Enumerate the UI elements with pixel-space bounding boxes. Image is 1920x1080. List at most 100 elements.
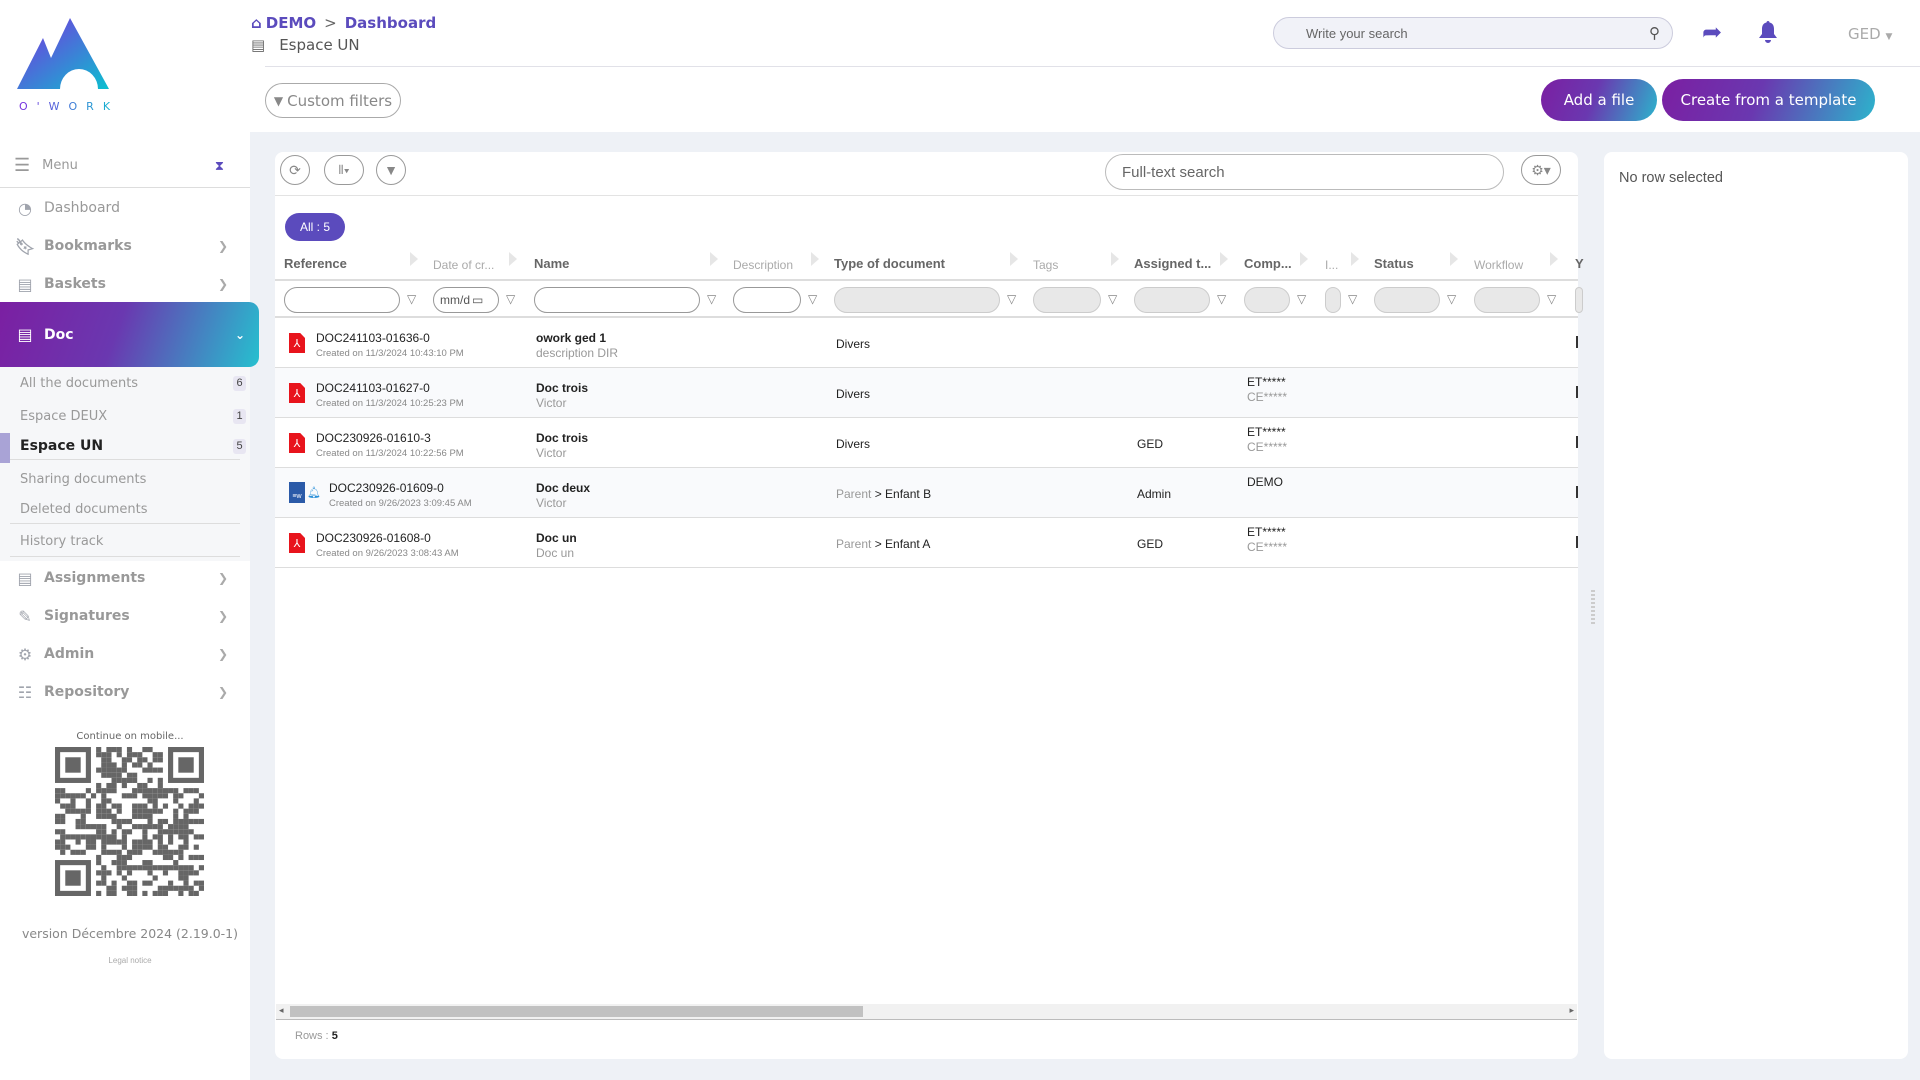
column-resize-handle[interactable] — [710, 252, 718, 266]
calendar-icon[interactable]: ▭ — [472, 293, 484, 307]
share-icon[interactable]: ➦ — [1702, 19, 1723, 46]
assigned-to: GED — [1137, 437, 1164, 451]
filter-icon[interactable]: ▽ — [1348, 292, 1358, 306]
column-resize-handle[interactable] — [1550, 252, 1558, 266]
global-search-input[interactable]: Write your search ⚲ — [1273, 17, 1673, 49]
sidebar-item-doc[interactable]: ▤ Doc ⌄ — [0, 302, 259, 367]
column-header-type-of-document[interactable]: Type of document — [834, 256, 945, 271]
filter-icon[interactable]: ▽ — [407, 292, 417, 306]
legal-notice-link[interactable]: Legal notice — [108, 956, 152, 965]
column-resize-handle[interactable] — [1450, 252, 1458, 266]
filter-icon[interactable]: ▽ — [707, 292, 717, 306]
filter-input-y[interactable] — [1575, 287, 1583, 313]
home-icon[interactable]: ⌂ — [251, 14, 262, 32]
column-header-reference[interactable]: Reference — [284, 256, 347, 271]
column-resize-handle[interactable] — [509, 252, 517, 266]
sidebar-subitem-sharing[interactable]: Sharing documents — [20, 472, 147, 487]
table-row[interactable]: ≡w 🔔︎ DOC230926-01609-0 Created on 9/26/2… — [275, 468, 1578, 518]
column-resize-handle[interactable] — [811, 252, 819, 266]
scrollbar-thumb[interactable] — [290, 1006, 863, 1017]
oworks-logo[interactable]: O'WORK — [15, 16, 127, 112]
custom-filters-button[interactable]: ▼ Custom filters — [265, 83, 401, 118]
filter-input-type-of-document[interactable] — [834, 287, 1000, 313]
sidebar-subitem-espace-deux[interactable]: Espace DEUX — [20, 409, 108, 424]
column-header-status[interactable]: Status — [1374, 256, 1414, 271]
detail-panel: No row selected — [1604, 152, 1908, 1059]
app-selector[interactable]: GED ▼ — [1848, 25, 1892, 43]
all-count-pill[interactable]: All : 5 — [285, 213, 345, 241]
filter-input-reference[interactable] — [284, 287, 400, 313]
filter-icon[interactable]: ▽ — [1217, 292, 1227, 306]
filter-input-status[interactable] — [1374, 287, 1440, 313]
filter-input-company[interactable] — [1244, 287, 1290, 313]
filter-input-i[interactable] — [1325, 287, 1341, 313]
filter-input-tags[interactable] — [1033, 287, 1101, 313]
column-resize-handle[interactable] — [1220, 252, 1228, 266]
filter-icon[interactable]: ▽ — [1447, 292, 1457, 306]
column-header-tags[interactable]: Tags — [1033, 258, 1059, 272]
filter-input-description[interactable] — [733, 287, 801, 313]
filter-button[interactable]: ▼ — [376, 155, 406, 185]
refresh-button[interactable]: ⟳ — [280, 155, 310, 185]
column-resize-handle[interactable] — [1111, 252, 1119, 266]
label: Admin — [44, 646, 95, 662]
breadcrumb-current[interactable]: Dashboard — [344, 14, 437, 32]
sidebar-subitem-deleted[interactable]: Deleted documents — [20, 502, 148, 517]
filter-input-workflow[interactable] — [1474, 287, 1540, 313]
sidebar-item-repository[interactable]: ☷ Repository ❯ — [0, 675, 250, 709]
horizontal-scrollbar[interactable]: ◂ ▸ — [276, 1004, 1577, 1019]
sidebar-item-dashboard[interactable]: ◔ Dashboard — [0, 191, 250, 225]
column-resize-handle[interactable] — [1300, 252, 1308, 266]
bell-icon[interactable] — [1758, 20, 1778, 44]
table-row[interactable]: ⅄ DOC241103-01627-0 Created on 11/3/2024… — [275, 368, 1578, 418]
column-header-workflow[interactable]: Workflow — [1474, 258, 1524, 272]
bell-icon: 🔔︎ — [307, 487, 321, 499]
column-resize-handle[interactable] — [410, 252, 418, 266]
filter-icon[interactable]: ▽ — [506, 292, 516, 306]
sidebar-subitem-history[interactable]: History track — [20, 534, 104, 549]
scroll-left-icon[interactable]: ◂ — [279, 1005, 284, 1015]
create-from-template-button[interactable]: Create from a template — [1662, 79, 1875, 121]
filter-icon[interactable]: ▽ — [1297, 292, 1307, 306]
search-icon[interactable]: ⚲ — [1649, 25, 1660, 42]
pin-icon[interactable]: ⧗ — [214, 157, 224, 173]
column-header-i[interactable]: I... — [1325, 258, 1339, 272]
table-row[interactable]: ⅄ DOC230926-01610-3 Created on 11/3/2024… — [275, 418, 1578, 468]
label: Custom filters — [287, 91, 393, 110]
table-row[interactable]: ⅄ DOC230926-01608-0 Created on 9/26/2023… — [275, 518, 1578, 568]
company-secondary: CE***** — [1247, 540, 1288, 554]
filter-icon[interactable]: ▽ — [808, 292, 818, 306]
resize-handle[interactable] — [1591, 590, 1595, 624]
column-header-date-created[interactable]: Date of cr... — [433, 258, 495, 272]
column-header-company[interactable]: Comp... — [1244, 256, 1292, 271]
fulltext-search-input[interactable]: Full-text search — [1105, 154, 1504, 190]
column-resize-handle[interactable] — [1010, 252, 1018, 266]
sidebar-item-assignments[interactable]: ▤ Assignments ❯ — [0, 561, 250, 595]
filter-icon[interactable]: ▽ — [1108, 292, 1118, 306]
column-header-y[interactable]: Y — [1575, 256, 1584, 271]
column-resize-handle[interactable] — [1351, 252, 1359, 266]
filter-input-assigned-to[interactable] — [1134, 287, 1210, 313]
column-header-name[interactable]: Name — [534, 256, 570, 271]
columns-icon: ⦀▾ — [338, 162, 350, 177]
sidebar-item-bookmarks[interactable]: 🔖︎ Bookmarks ❯ — [0, 229, 250, 263]
filter-icon[interactable]: ▽ — [1547, 292, 1557, 306]
table-row[interactable]: ⅄ DOC241103-01636-0 Created on 11/3/2024… — [275, 318, 1578, 368]
filter-input-name[interactable] — [534, 287, 700, 313]
add-file-button[interactable]: Add a file — [1541, 79, 1657, 121]
sidebar-item-baskets[interactable]: ▤ Baskets ❯ — [0, 267, 250, 301]
menu-toggle[interactable]: ☰ Menu ⧗ — [0, 144, 250, 188]
filter-icon[interactable]: ▽ — [1007, 292, 1017, 306]
sidebar-item-admin[interactable]: ⚙ Admin ❯ — [0, 637, 250, 671]
columns-button[interactable]: ⦀▾ — [324, 155, 364, 185]
sidebar-subitem-all-documents[interactable]: All the documents — [20, 376, 139, 391]
scroll-right-icon[interactable]: ▸ — [1569, 1005, 1574, 1015]
breadcrumb-root[interactable]: DEMO — [265, 14, 317, 32]
sidebar-subitem-espace-un[interactable]: Espace UN — [20, 438, 104, 454]
column-header-assigned-to[interactable]: Assigned t... — [1134, 256, 1212, 271]
settings-button[interactable]: ⚙▾ — [1521, 155, 1561, 185]
filter-input-date-created[interactable]: mm/d ▭ — [433, 287, 499, 313]
column-header-description[interactable]: Description — [733, 258, 794, 272]
sidebar-item-signatures[interactable]: ✎ Signatures ❯ — [0, 599, 250, 633]
document-description: Doc un — [536, 546, 575, 560]
